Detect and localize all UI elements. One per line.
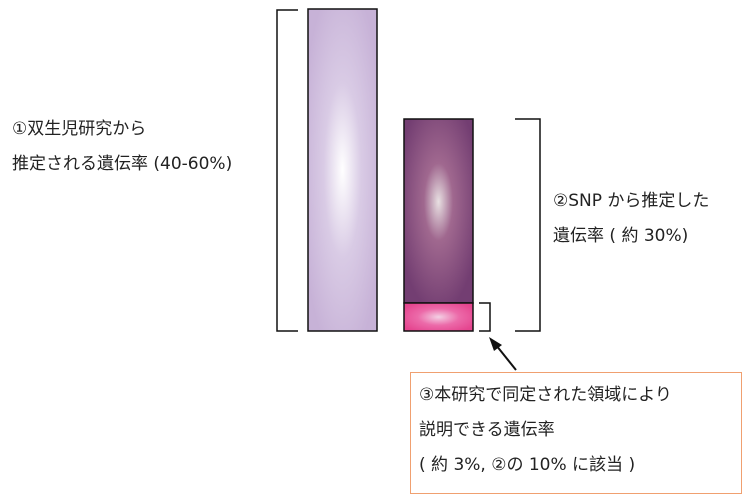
snp-bracket (515, 118, 541, 332)
region-label-line2: 説明できる遺伝率 (419, 420, 555, 440)
snp-label-line2: 遺伝率 ( 約 30%) (553, 226, 689, 246)
region-heritability-callout: ③本研究で同定された領域により 説明できる遺伝率 ( 約 3%, ②の 10% … (410, 372, 742, 494)
twin-label-line1: ①双生児研究から (12, 119, 147, 139)
region-bracket (479, 302, 491, 332)
snp-heritability-bar (403, 118, 474, 304)
twin-heritability-bar (307, 8, 378, 332)
snp-heritability-label: ②SNP から推定した 遺伝率 ( 約 30%) (553, 184, 709, 254)
region-label-line1: ③本研究で同定された領域により (419, 385, 672, 405)
twin-heritability-label: ①双生児研究から 推定される遺伝率 (40-60%) (12, 112, 232, 182)
twin-label-line2: 推定される遺伝率 (40-60%) (12, 154, 233, 174)
region-label-line3: ( 約 3%, ②の 10% に該当 ) (419, 455, 636, 475)
twin-bracket (276, 9, 298, 332)
snp-label-line1: ②SNP から推定した (553, 191, 710, 211)
callout-arrow (495, 344, 517, 371)
callout-arrowhead (489, 337, 502, 351)
region-heritability-bar (403, 302, 474, 332)
